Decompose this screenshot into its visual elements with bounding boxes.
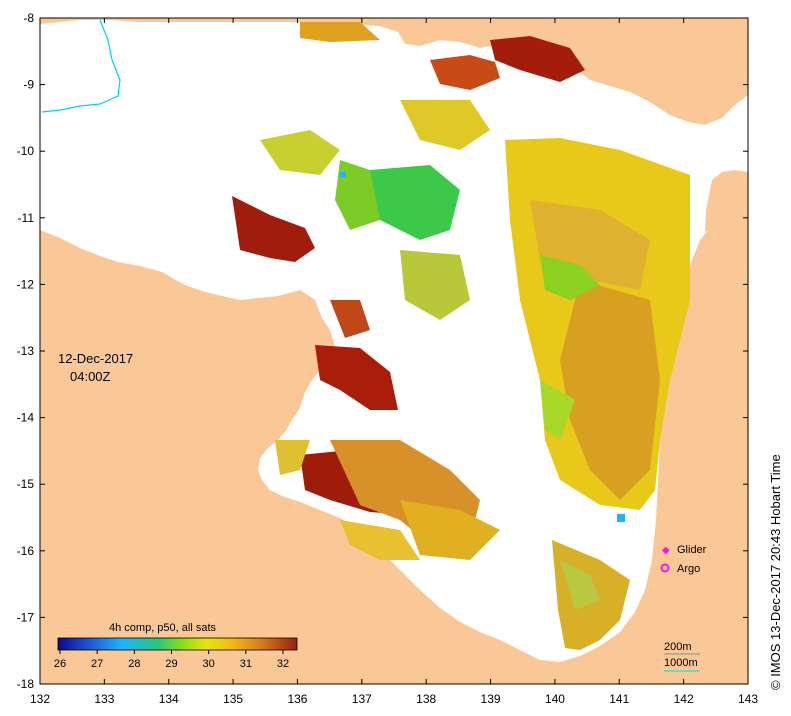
colorbar-tick-label: 31 [240,658,252,670]
lon-tick-label: 132 [30,692,50,706]
colorbar-tick-label: 32 [277,658,289,670]
colorbar-tick-label: 26 [54,658,66,670]
lon-tick-label: 134 [159,692,179,706]
lat-tick-label: -10 [17,144,35,158]
lon-tick-label: 138 [416,692,436,706]
colorbar-tick-label: 29 [165,658,177,670]
lat-tick-label: -13 [17,344,35,358]
lat-tick-label: -8 [23,11,34,25]
contour-legend: 200m 1000m [664,641,700,672]
lon-tick-label: 140 [545,692,565,706]
lat-tick-label: -18 [17,677,35,691]
lat-tick-label: -12 [17,277,35,291]
lon-tick-label: 142 [674,692,694,706]
lon-tick-label: 135 [223,692,243,706]
colorbar-tick-label: 30 [203,658,215,670]
lat-tick-label: -17 [17,610,35,624]
lon-axis: 132 133 134 135 136 137 138 139 140 141 142 143 [30,18,758,706]
land-mainland-west [40,200,748,684]
lat-tick-label: -11 [18,211,35,225]
lat-axis: -8 -9 -10 -11 -12 -13 -14 -15 -16 -17 -18 [17,11,748,691]
sst-swaths [232,22,690,650]
glider-label: Glider [677,544,707,556]
lon-tick-label: 133 [94,692,114,706]
side-credit: © IMOS 13-Dec-2017 20:43 Hobart Time [768,454,783,690]
contour-1000-label: 1000m [664,657,698,669]
lat-tick-label: -15 [17,477,35,491]
lon-tick-label: 136 [287,692,307,706]
lon-tick-label: 137 [352,692,372,706]
colorbar-tick-label: 27 [91,658,103,670]
colorbar-tick-label: 28 [128,658,140,670]
glider-marker-icon: ◆ [662,545,670,556]
colorbar [57,637,298,651]
lat-tick-label: -9 [23,78,34,92]
colorbar-ticks: 26 27 28 29 30 31 32 [54,650,289,670]
land-new-guinea [40,18,748,125]
lon-tick-label: 143 [738,692,758,706]
contour-200-label: 200m [664,641,692,653]
lat-tick-label: -16 [17,544,35,558]
time-label: 04:00Z [70,369,111,384]
lon-tick-label: 141 [609,692,629,706]
river-line [41,19,121,113]
lon-tick-label: 139 [481,692,501,706]
argo-label: Argo [677,563,700,575]
colorbar-title: 4h comp, p50, all sats [109,622,217,634]
land-cape-york [705,170,748,238]
lat-tick-label: -14 [17,411,35,425]
legend: ◆ Glider Argo [660,544,707,575]
argo-marker-icon [660,563,670,573]
date-label: 12-Dec-2017 [58,351,133,366]
